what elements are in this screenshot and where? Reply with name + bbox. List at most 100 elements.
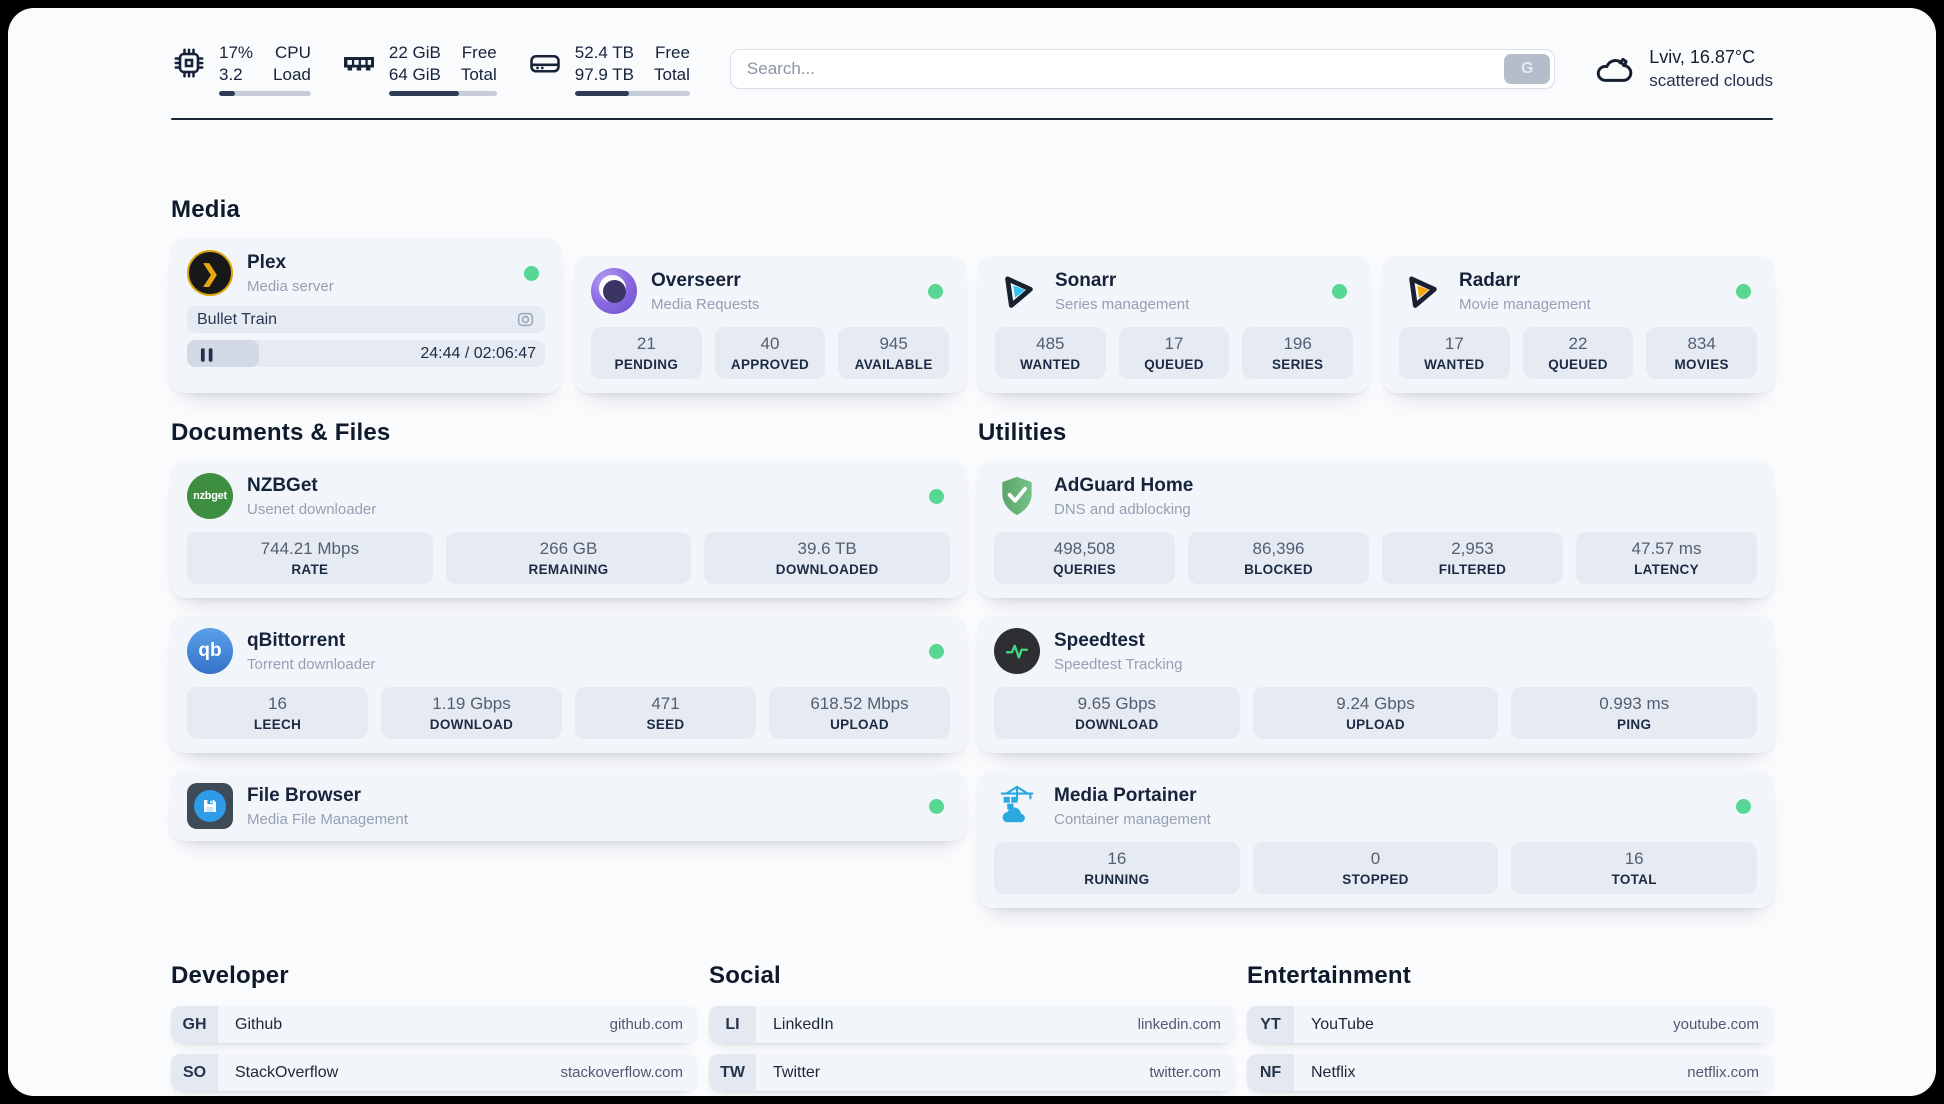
service-card-filebrowser[interactable]: File Browser Media File Management xyxy=(171,771,966,842)
cpu-label-top: CPU xyxy=(274,43,311,62)
stat-wanted: 17 WANTED xyxy=(1399,327,1510,380)
stat-upload: 618.52 Mbps UPLOAD xyxy=(769,687,950,740)
section-title-media: Media xyxy=(171,196,241,224)
service-card-plex[interactable]: ❯ Plex Media server Bullet Train xyxy=(171,238,561,394)
stat-latency: 47.57 ms LATENCY xyxy=(1576,532,1757,585)
service-subtitle: Movie management xyxy=(1459,295,1591,313)
disk-total: 97.9 TB xyxy=(574,65,634,85)
bookmark-github[interactable]: GH Github github.com xyxy=(171,1006,697,1044)
status-online-dot xyxy=(524,265,539,281)
topbar: 17% 3.2 CPU Load xyxy=(171,42,1773,97)
stat-total: 16 TOTAL xyxy=(1511,842,1757,895)
portainer-icon xyxy=(994,783,1040,829)
disk-drive-icon xyxy=(529,54,560,73)
bookmark-name: Netflix xyxy=(1311,1063,1356,1081)
bookmark-url: youtube.com xyxy=(1673,1016,1759,1034)
now-playing-bar: Bullet Train xyxy=(187,306,545,334)
disk-widget: 52.4 TB 97.9 TB Free Total xyxy=(527,42,690,97)
stat-rate: 744.21 Mbps RATE xyxy=(187,532,433,585)
service-card-overseerr[interactable]: Overseerr Media Requests 21 PENDING 40 A… xyxy=(575,256,965,394)
service-card-adguard[interactable]: AdGuard Home DNS and adblocking 498,508 … xyxy=(978,461,1773,599)
media-cards-row: ❯ Plex Media server Bullet Train xyxy=(171,238,1773,394)
bookmark-youtube[interactable]: YT YouTube youtube.com xyxy=(1247,1006,1773,1044)
ram-icon xyxy=(343,57,374,71)
memory-widget: 22 GiB 64 GiB Free Total xyxy=(341,42,497,97)
service-card-sonarr[interactable]: Sonarr Series management 485 WANTED 17 Q… xyxy=(979,256,1369,394)
service-card-qbittorrent[interactable]: qb qBittorrent Torrent downloader 16 LEE… xyxy=(171,616,966,754)
service-name: qBittorrent xyxy=(247,629,346,651)
stat-ping: 0.993 ms PING xyxy=(1511,687,1757,740)
service-name: Overseerr xyxy=(651,269,741,291)
radarr-icon xyxy=(1399,268,1445,314)
bookmark-netflix[interactable]: NF Netflix netflix.com xyxy=(1247,1054,1773,1092)
service-card-nzbget[interactable]: nzbget NZBGet Usenet downloader 744.21 M… xyxy=(171,461,966,599)
utilities-column: Utilities AdGuard Home DNS and xyxy=(978,419,1773,909)
nzbget-icon: nzbget xyxy=(187,473,233,520)
disk-label-bottom: Total xyxy=(654,65,690,85)
service-subtitle: Torrent downloader xyxy=(247,655,376,673)
bookmark-url: github.com xyxy=(609,1016,683,1034)
stat-download: 9.65 Gbps DOWNLOAD xyxy=(994,687,1240,740)
cpu-chip-icon xyxy=(174,48,204,78)
service-name: File Browser xyxy=(247,784,362,806)
overseerr-icon xyxy=(591,268,637,315)
bookmark-name: StackOverflow xyxy=(235,1063,339,1081)
status-online-dot xyxy=(1736,798,1751,814)
weather-condition: scattered clouds xyxy=(1649,70,1773,90)
video-session-icon xyxy=(517,313,534,327)
cpu-widget: 17% 3.2 CPU Load xyxy=(171,42,311,97)
bookmark-abbr: TW xyxy=(709,1054,756,1092)
bookmarks-entertainment: Entertainment YT YouTube youtube.com NF … xyxy=(1247,962,1773,1096)
pause-button[interactable] xyxy=(196,344,218,364)
cpu-usage-bar xyxy=(219,91,311,97)
search-input[interactable] xyxy=(729,49,1556,90)
playback-progress-bar: 24:44 / 02:06:47 xyxy=(187,340,545,368)
service-name: Media Portainer xyxy=(1054,784,1197,806)
status-online-dot xyxy=(1332,283,1347,299)
stat-leech: 16 LEECH xyxy=(187,687,368,740)
disk-usage-bar xyxy=(574,91,690,97)
stat-pending: 21 PENDING xyxy=(591,327,702,380)
cpu-label-bottom: Load xyxy=(273,65,311,85)
status-online-dot xyxy=(928,283,943,299)
bookmarks-social: Social LI LinkedIn linkedin.com TW Twitt… xyxy=(709,962,1235,1096)
bookmark-name: Twitter xyxy=(773,1063,821,1081)
status-online-dot xyxy=(929,798,944,814)
service-subtitle: DNS and adblocking xyxy=(1054,500,1191,518)
stat-queued: 17 QUEUED xyxy=(1118,327,1230,380)
adguard-icon xyxy=(994,473,1040,519)
disk-free: 52.4 TB xyxy=(574,43,634,62)
search-engine-button[interactable]: G xyxy=(1504,54,1551,85)
stat-queued: 22 QUEUED xyxy=(1522,327,1634,380)
bookmark-stackoverflow[interactable]: SO StackOverflow stackoverflow.com xyxy=(171,1054,697,1092)
floppy-icon xyxy=(204,800,216,813)
service-name: Plex xyxy=(247,251,287,273)
cloud-icon xyxy=(1597,57,1633,82)
service-subtitle: Speedtest Tracking xyxy=(1054,655,1183,673)
stat-running: 16 RUNNING xyxy=(994,842,1240,895)
memory-usage-bar xyxy=(388,91,497,97)
status-online-dot xyxy=(1736,283,1751,299)
pause-icon xyxy=(200,348,213,362)
service-subtitle: Media File Management xyxy=(247,810,408,828)
service-subtitle: Usenet downloader xyxy=(247,500,377,518)
service-name: Radarr xyxy=(1459,269,1521,291)
stat-wanted: 485 WANTED xyxy=(995,327,1106,380)
stat-stopped: 0 STOPPED xyxy=(1252,842,1499,895)
stat-upload: 9.24 Gbps UPLOAD xyxy=(1252,687,1499,740)
bookmark-url: twitter.com xyxy=(1149,1064,1221,1082)
now-playing-title: Bullet Train xyxy=(197,310,278,328)
stat-download: 1.19 Gbps DOWNLOAD xyxy=(381,687,562,740)
bookmark-abbr: GH xyxy=(171,1006,218,1044)
bookmark-linkedin[interactable]: LI LinkedIn linkedin.com xyxy=(709,1006,1235,1044)
service-subtitle: Container management xyxy=(1054,810,1211,828)
bookmark-url: netflix.com xyxy=(1687,1064,1759,1082)
bookmark-twitter[interactable]: TW Twitter twitter.com xyxy=(709,1054,1235,1092)
service-subtitle: Media server xyxy=(247,277,334,295)
service-card-radarr[interactable]: Radarr Movie management 17 WANTED 22 QUE… xyxy=(1383,256,1773,394)
search-bar: G xyxy=(729,49,1556,90)
service-card-portainer[interactable]: Media Portainer Container management 16 … xyxy=(978,771,1773,909)
service-card-speedtest[interactable]: Speedtest Speedtest Tracking 9.65 Gbps D… xyxy=(978,616,1773,754)
memory-total: 64 GiB xyxy=(388,65,441,85)
stat-filtered: 2,953 FILTERED xyxy=(1382,532,1563,585)
